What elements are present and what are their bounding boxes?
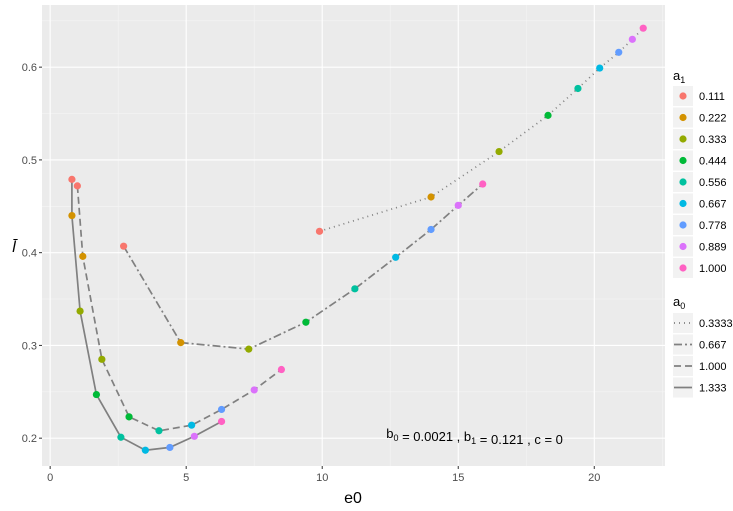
data-point — [117, 433, 125, 441]
data-point — [454, 201, 462, 209]
linetype-legend: a0 0.3333 0.667 1.000 1.333 — [673, 294, 733, 398]
color-legend-swatch — [679, 113, 687, 122]
plot-panel — [42, 5, 665, 466]
data-point — [188, 421, 196, 429]
series-line-a0-0.667 — [122, 183, 484, 350]
y-axis-title: l̄ — [12, 238, 18, 256]
y-axis-ticks: 0.2 0.3 0.4 0.5 0.6 — [22, 62, 42, 445]
x-tick-label: 10 — [316, 472, 328, 484]
color-legend: a1 0.111 0.222 0.333 0.444 0.556 0.667 0.778 0.8… — [673, 68, 727, 278]
data-point — [302, 318, 310, 326]
data-point — [141, 446, 149, 454]
linetype-legend-key — [673, 313, 693, 333]
color-legend-label: 0.556 — [699, 177, 727, 189]
color-legend-swatch — [679, 156, 687, 165]
data-point — [574, 84, 582, 93]
series-points — [68, 24, 647, 454]
data-point — [155, 427, 163, 435]
x-tick-label: 15 — [452, 472, 464, 484]
color-legend-label: 0.333 — [699, 134, 727, 146]
data-point — [98, 355, 106, 363]
data-point — [315, 227, 324, 235]
color-legend-label: 0.889 — [699, 242, 727, 254]
data-point — [351, 285, 359, 293]
data-point — [68, 175, 76, 183]
color-legend-swatch — [679, 199, 687, 208]
data-point — [628, 35, 636, 43]
data-point — [120, 242, 128, 250]
data-point — [277, 365, 286, 374]
parameter-annotation: b0 = 0.0021 , b1 = 0.121 , c = 0 — [386, 426, 563, 447]
data-point — [392, 253, 400, 261]
color-legend-swatch — [679, 178, 687, 186]
x-tick-label: 20 — [588, 472, 600, 484]
linetype-legend-label: 1.333 — [699, 383, 727, 395]
data-point — [125, 413, 133, 421]
x-axis-ticks: 0 5 10 15 20 — [47, 466, 600, 484]
color-legend-label: 1.000 — [699, 263, 727, 275]
data-point — [495, 147, 503, 156]
linetype-legend-label: 0.667 — [699, 340, 727, 352]
x-tick-label: 5 — [183, 472, 189, 484]
data-point — [245, 345, 253, 353]
color-legend-label: 0.778 — [699, 220, 727, 232]
data-point — [76, 307, 84, 315]
data-point — [250, 386, 258, 394]
grid-lines — [42, 5, 665, 466]
y-tick-label: 0.2 — [22, 433, 37, 445]
y-tick-label: 0.4 — [22, 248, 37, 260]
color-legend-swatch — [679, 242, 687, 251]
data-point — [427, 193, 435, 201]
data-point — [68, 211, 76, 220]
data-point — [639, 24, 647, 32]
color-legend-label: 0.444 — [699, 156, 727, 168]
color-legend-title: a1 — [673, 68, 685, 85]
data-point — [427, 225, 435, 234]
color-legend-label: 0.667 — [699, 199, 727, 211]
data-point — [73, 182, 81, 190]
x-tick-label: 0 — [47, 472, 53, 484]
linetype-legend-label: 0.3333 — [699, 318, 733, 330]
linetype-legend-title: a0 — [673, 294, 685, 311]
linetype-legend-label: 1.000 — [699, 361, 727, 373]
data-point — [217, 405, 226, 414]
data-point — [217, 417, 226, 426]
data-point — [177, 339, 185, 347]
linetype-legend-key — [673, 356, 693, 376]
data-point — [79, 252, 87, 260]
data-point — [190, 432, 198, 440]
color-legend-swatch — [679, 264, 687, 272]
linetype-legend-key — [673, 334, 693, 355]
data-point — [615, 48, 623, 56]
color-legend-label: 0.111 — [699, 91, 725, 103]
data-point — [92, 390, 101, 399]
y-tick-label: 0.3 — [22, 340, 37, 352]
y-tick-label: 0.5 — [22, 155, 37, 167]
series-line-a0-1.000 — [76, 185, 282, 432]
color-legend-swatch — [679, 135, 687, 143]
color-legend-label: 0.222 — [699, 113, 727, 125]
data-point — [544, 111, 552, 119]
data-point — [166, 443, 174, 452]
data-point — [596, 64, 604, 72]
color-legend-swatch — [679, 92, 687, 100]
y-tick-label: 0.6 — [22, 62, 37, 74]
x-axis-title: e0 — [344, 490, 362, 507]
color-legend-swatch — [679, 221, 687, 229]
data-point — [479, 180, 487, 188]
